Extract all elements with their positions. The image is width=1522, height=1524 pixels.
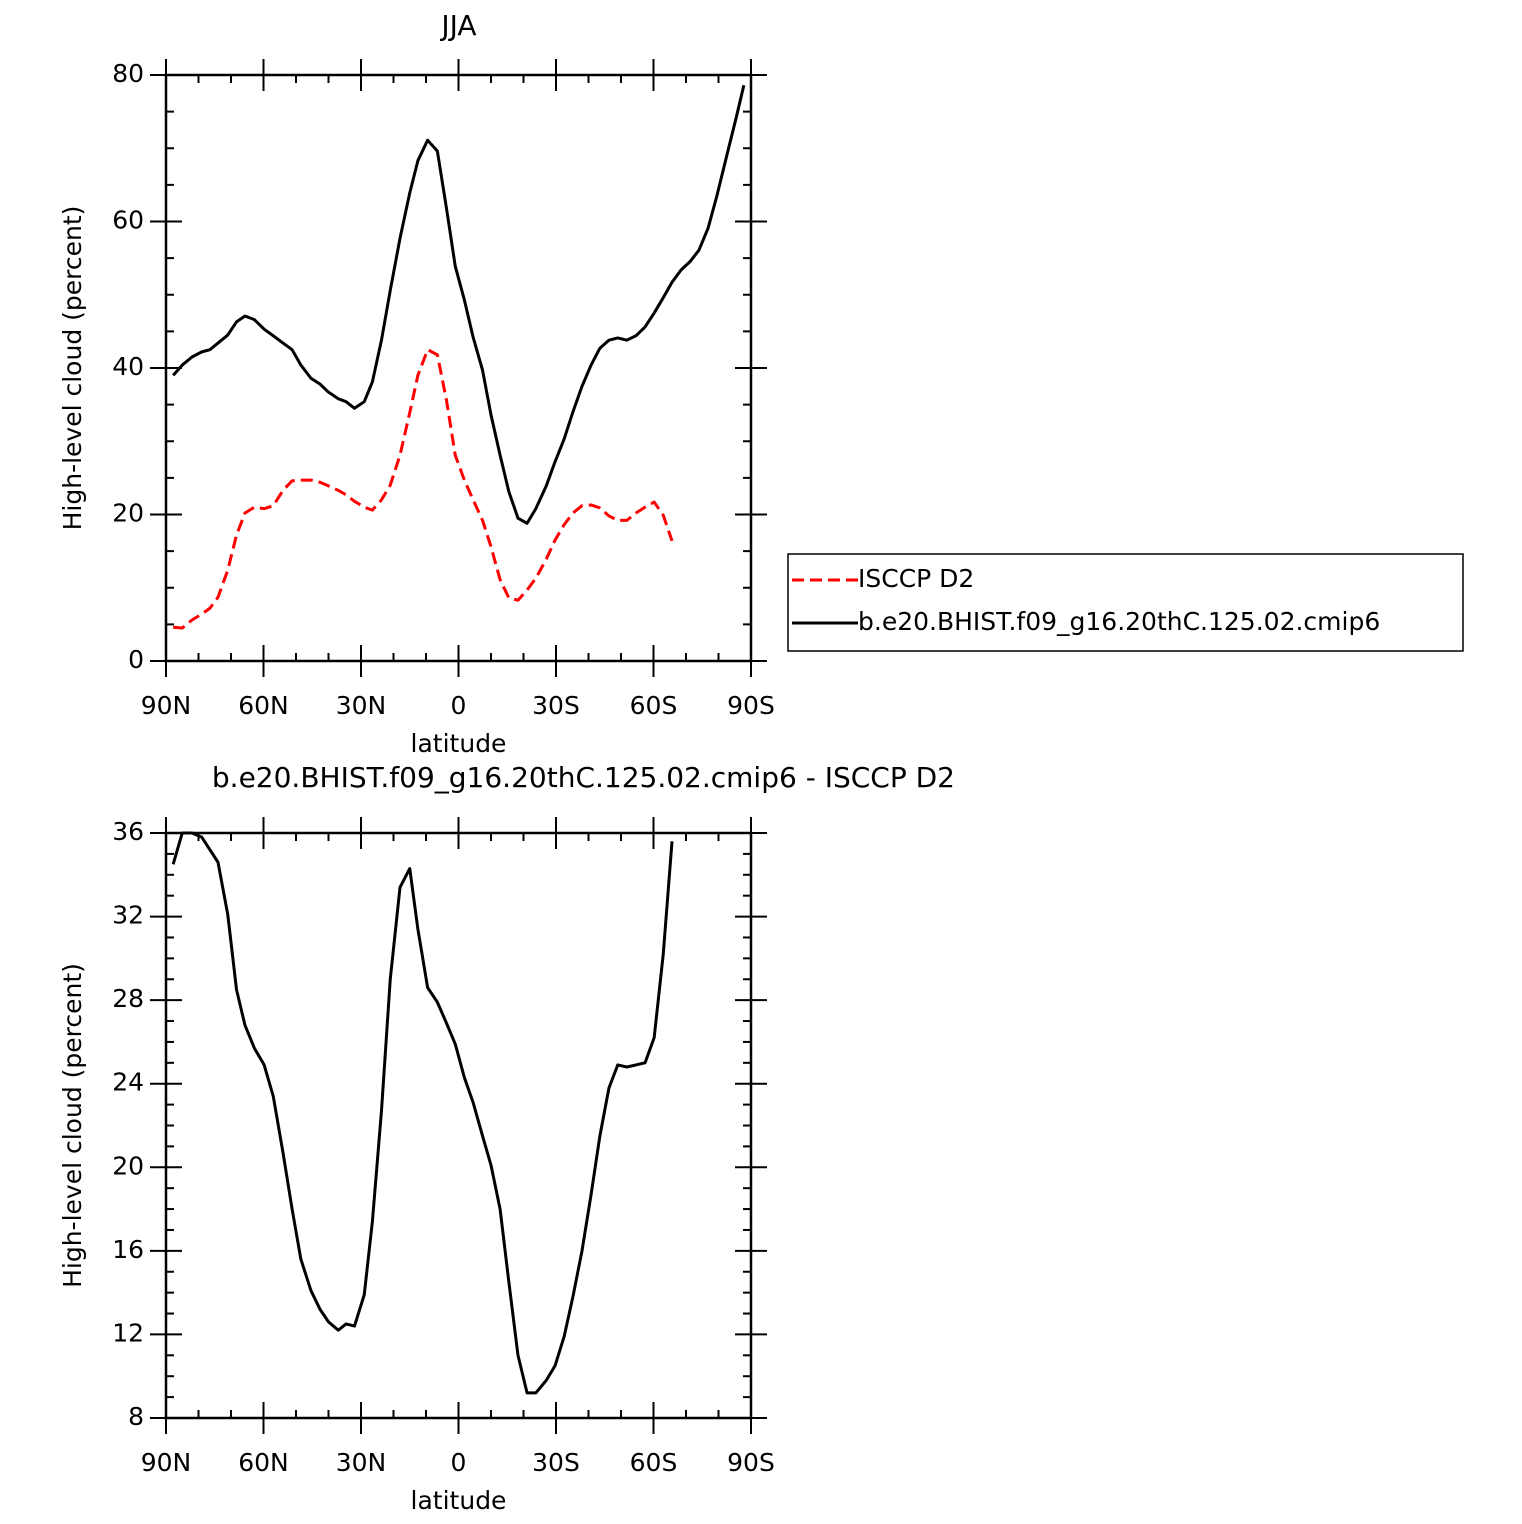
y-tick-label: 0: [128, 645, 144, 674]
x-tick-label: 60S: [630, 691, 678, 720]
x-tick-label: 30S: [532, 1448, 580, 1477]
x-tick-label: 90S: [727, 691, 775, 720]
y-tick-label: 16: [112, 1235, 144, 1264]
data-line: [173, 348, 674, 630]
legend-label: ISCCP D2: [858, 564, 974, 593]
y-tick-label: 20: [112, 1151, 144, 1180]
y-tick-label: 60: [112, 206, 144, 235]
x-tick-label: 60S: [630, 1448, 678, 1477]
x-tick-label: 30N: [336, 691, 387, 720]
y-axis-label: High-level cloud (percent): [58, 206, 87, 531]
plot-frame: [164, 73, 753, 663]
x-tick-label: 60N: [238, 1448, 289, 1477]
x-tick-label: 90N: [141, 691, 192, 720]
x-tick-label: 0: [451, 691, 467, 720]
y-tick-label: 12: [112, 1318, 144, 1347]
legend-box: [787, 553, 1464, 652]
y-tick-label: 40: [112, 352, 144, 381]
data-line: [172, 84, 746, 525]
y-tick-label: 28: [112, 984, 144, 1013]
data-line: [171, 831, 674, 1395]
chart-title: JJA: [439, 9, 476, 42]
x-axis-label: latitude: [411, 1486, 507, 1515]
x-tick-label: 0: [451, 1448, 467, 1477]
chart-title: b.e20.BHIST.f09_g16.20thC.125.02.cmip6 -…: [212, 761, 955, 794]
x-tick-label: 30N: [336, 1448, 387, 1477]
x-tick-label: 90S: [727, 1448, 775, 1477]
x-axis-label: latitude: [411, 729, 507, 758]
y-tick-label: 80: [112, 59, 144, 88]
y-tick-label: 32: [112, 901, 144, 930]
y-axis-label: High-level cloud (percent): [58, 963, 87, 1288]
y-tick-label: 24: [112, 1068, 144, 1097]
y-tick-label: 20: [112, 499, 144, 528]
x-tick-label: 60N: [238, 691, 289, 720]
x-tick-label: 90N: [141, 1448, 192, 1477]
y-tick-label: 36: [112, 817, 144, 846]
x-tick-label: 30S: [532, 691, 580, 720]
legend-label: b.e20.BHIST.f09_g16.20thC.125.02.cmip6: [858, 607, 1380, 636]
y-tick-label: 8: [128, 1402, 144, 1431]
plot-frame: [164, 831, 753, 1420]
